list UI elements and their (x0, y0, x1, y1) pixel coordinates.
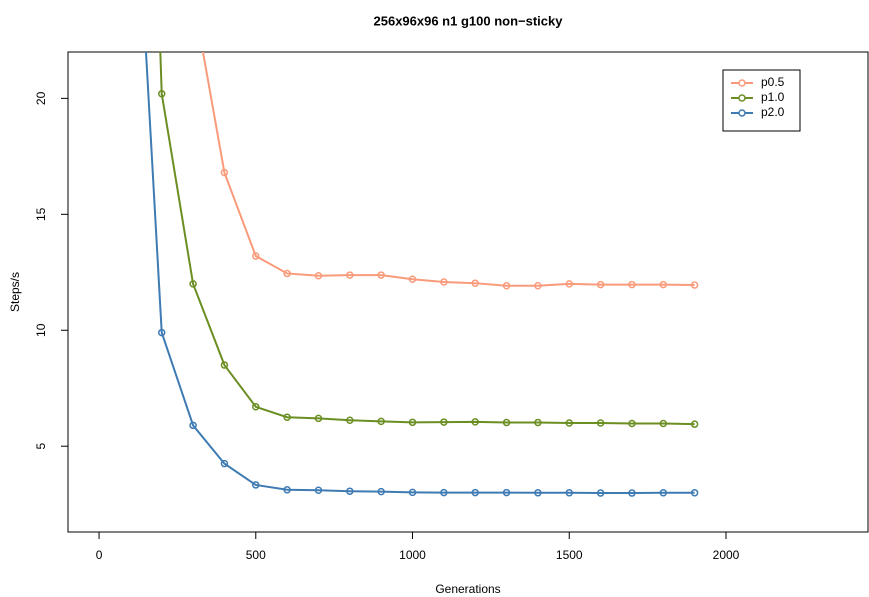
y-axis-label: Steps/s (8, 272, 22, 312)
legend-label: p2.0 (761, 105, 785, 119)
data-point (596, 489, 605, 497)
data-point (283, 486, 291, 494)
legend-marker (738, 109, 746, 117)
data-point (252, 403, 260, 411)
plot-area (144, 52, 699, 497)
x-tick-label: 0 (96, 548, 103, 562)
data-point (220, 459, 229, 468)
data-point (283, 413, 291, 421)
data-point (628, 489, 636, 497)
legend-marker (738, 94, 746, 102)
data-point (377, 487, 385, 496)
data-point (471, 279, 479, 287)
data-point (440, 418, 448, 426)
data-point (377, 417, 385, 426)
x-tick-label: 1500 (556, 548, 583, 562)
series-line (201, 52, 695, 287)
data-point (220, 168, 229, 177)
data-point (565, 489, 574, 497)
data-point (440, 278, 448, 286)
data-point (534, 489, 542, 497)
data-point (502, 281, 511, 290)
y-tick-label: 5 (34, 443, 48, 450)
chart-title: 256x96x96 n1 g100 non−sticky (374, 13, 564, 28)
x-tick-label: 1000 (399, 548, 426, 562)
data-point (252, 481, 260, 489)
data-point (314, 414, 323, 423)
data-point (596, 419, 605, 427)
data-point (346, 416, 354, 424)
legend-label: p1.0 (761, 90, 785, 104)
data-point (596, 280, 605, 289)
data-point (502, 418, 511, 427)
data-point (440, 488, 448, 497)
data-point (502, 488, 511, 497)
series-line (144, 52, 695, 495)
y-tick-label: 10 (34, 323, 48, 337)
data-point (565, 280, 574, 288)
data-point (408, 275, 417, 283)
data-point (659, 280, 668, 289)
data-point (408, 418, 417, 427)
x-axis-label: Generations (435, 582, 500, 596)
data-point (252, 252, 260, 260)
data-point (690, 420, 699, 428)
data-point (157, 89, 166, 98)
y-tick-label: 15 (34, 207, 48, 221)
series-line (159, 52, 695, 426)
data-point (534, 418, 542, 427)
data-point (346, 487, 354, 495)
legend-marker (738, 79, 746, 87)
plot-frame (67, 51, 869, 533)
data-point (283, 269, 291, 278)
data-point (628, 419, 636, 428)
legend-box (722, 69, 801, 132)
data-point (346, 271, 354, 279)
data-point (534, 281, 542, 290)
data-point (471, 488, 479, 497)
legend-label: p0.5 (761, 75, 785, 89)
data-point (565, 419, 574, 427)
data-point (690, 281, 699, 289)
data-point (659, 489, 668, 497)
x-tick-label: 2000 (713, 548, 740, 562)
data-point (189, 421, 197, 430)
data-point (408, 488, 417, 497)
x-tick-label: 500 (246, 548, 266, 562)
data-point (628, 280, 636, 289)
data-point (659, 419, 668, 428)
data-point (377, 271, 385, 279)
data-point (189, 280, 197, 288)
data-point (220, 361, 229, 369)
y-tick-label: 20 (34, 91, 48, 105)
data-point (690, 489, 699, 497)
data-point (157, 328, 166, 337)
data-point (314, 486, 323, 495)
data-point (314, 272, 323, 280)
data-point (471, 418, 479, 426)
